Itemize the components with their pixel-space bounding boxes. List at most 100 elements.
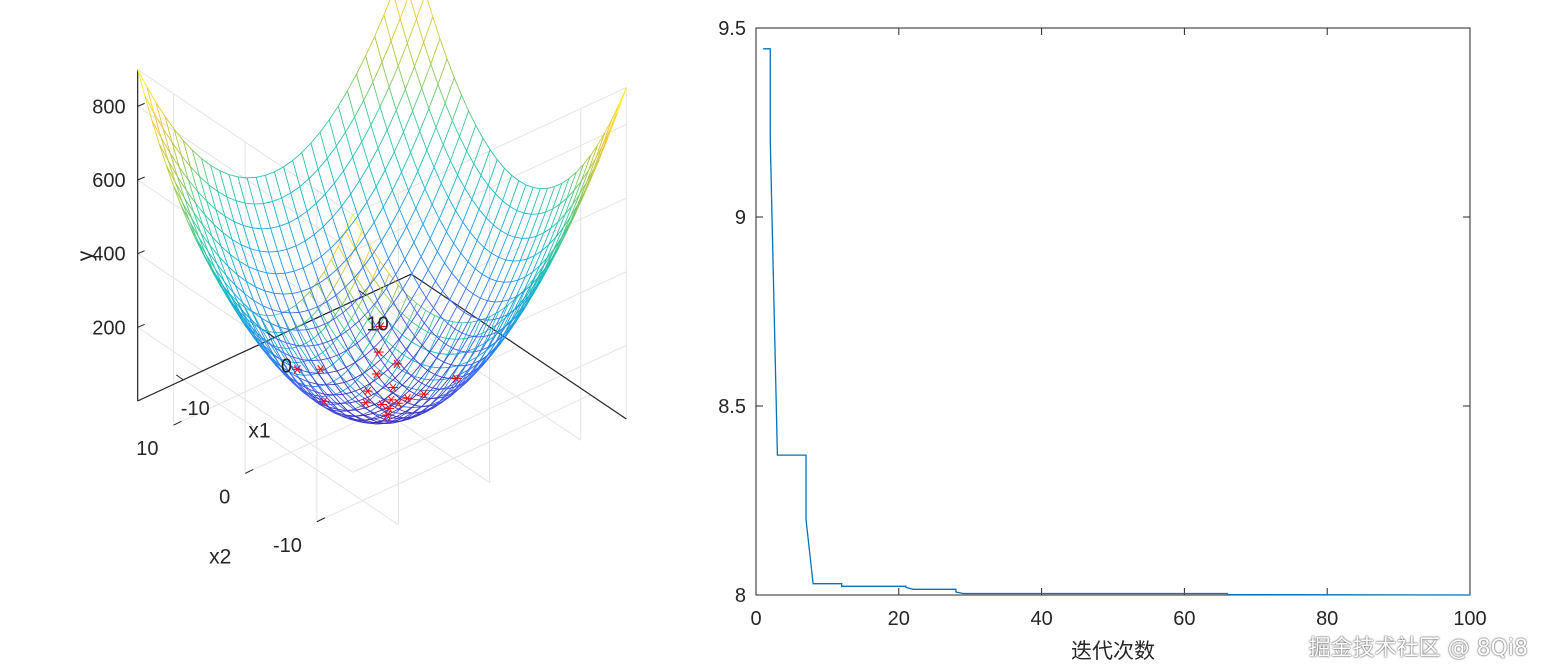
- mesh-segment: [416, 297, 427, 314]
- mesh-segment: [182, 202, 193, 219]
- mesh-segment: [458, 281, 467, 289]
- mesh-segment: [210, 269, 221, 286]
- mesh-segment: [466, 150, 475, 165]
- mesh-segment: [408, 190, 417, 209]
- mesh-segment: [508, 279, 519, 300]
- mesh-segment: [509, 180, 520, 207]
- mesh-segment: [231, 239, 240, 262]
- mesh-segment: [335, 390, 344, 395]
- mesh-segment: [214, 268, 225, 282]
- mesh-segment: [155, 102, 166, 117]
- mesh-segment: [399, 208, 408, 227]
- mesh-segment: [368, 164, 377, 187]
- mesh-segment: [319, 276, 329, 284]
- mesh-segment: [401, 418, 409, 422]
- mesh-segment: [362, 410, 371, 416]
- mesh-segment: [445, 337, 456, 340]
- x1-tick-label: -10: [181, 398, 210, 420]
- mesh-segment: [431, 331, 439, 340]
- mesh-segment: [365, 407, 374, 414]
- mesh-segment: [354, 415, 364, 417]
- mesh-segment: [347, 410, 355, 417]
- mesh-segment: [440, 299, 451, 317]
- mesh-segment: [418, 310, 427, 327]
- mesh-segment: [501, 299, 510, 303]
- mesh-segment: [211, 236, 220, 257]
- mesh-segment: [302, 359, 311, 373]
- mesh-segment: [354, 415, 363, 421]
- mesh-segment: [317, 169, 326, 195]
- mesh-segment: [414, 66, 423, 89]
- mesh-segment: [380, 349, 391, 360]
- mesh-segment: [247, 266, 257, 288]
- mesh-segment: [301, 390, 312, 399]
- mesh-segment: [409, 303, 418, 321]
- mesh-segment: [313, 337, 324, 353]
- mesh-segment: [351, 304, 360, 321]
- mesh-segment: [224, 215, 235, 222]
- mesh-segment: [437, 84, 446, 104]
- mesh-segment: [346, 259, 355, 279]
- mesh-segment: [213, 224, 224, 234]
- mesh-segment: [363, 413, 373, 416]
- mesh-segment: [233, 221, 244, 226]
- mesh-segment: [444, 77, 455, 104]
- mesh-segment: [290, 192, 299, 218]
- mesh-segment: [367, 392, 377, 398]
- mesh-segment: [495, 193, 503, 202]
- mesh-segment: [516, 184, 527, 211]
- mesh-segment: [609, 112, 618, 130]
- mesh-segment: [394, 377, 403, 386]
- mesh-segment: [409, 380, 419, 391]
- mesh-segment: [434, 361, 445, 375]
- mesh-segment: [373, 206, 384, 223]
- mesh-segment: [457, 150, 468, 176]
- mesh-segment: [535, 276, 544, 288]
- mesh-segment: [584, 176, 593, 192]
- mesh-segment: [362, 254, 373, 268]
- mesh-segment: [377, 300, 385, 316]
- mesh-segment: [431, 183, 442, 205]
- mesh-segment: [546, 248, 555, 259]
- mesh-segment: [304, 385, 315, 396]
- x-tick-label: 40: [1030, 608, 1052, 630]
- mesh-segment: [205, 254, 216, 270]
- mesh-segment: [187, 221, 198, 240]
- mesh-segment: [379, 261, 390, 275]
- mesh-segment: [158, 143, 167, 166]
- mesh-segment: [444, 377, 453, 389]
- marker-stroke: [378, 400, 386, 409]
- mesh-segment: [246, 177, 255, 205]
- mesh-segment: [317, 301, 327, 308]
- mesh-segment: [333, 312, 344, 320]
- mesh-segment: [347, 362, 356, 371]
- mesh-segment: [492, 301, 503, 321]
- mesh-segment: [464, 336, 474, 340]
- mesh-segment: [474, 268, 483, 275]
- mesh-segment: [215, 209, 226, 217]
- mesh-segment: [443, 395, 451, 402]
- mesh-segment: [378, 369, 389, 378]
- mesh-segment: [250, 248, 260, 252]
- mesh-segment: [173, 128, 184, 141]
- mesh-segment: [357, 201, 368, 217]
- convergence-line-chart: 0 20 40 60 80 100 8 8.5 9 9.5 迭代次数: [718, 18, 1487, 663]
- mesh-segment: [350, 193, 359, 216]
- mesh-segment: [417, 149, 428, 172]
- mesh-segment: [571, 180, 582, 206]
- mesh-segment: [512, 238, 523, 262]
- mesh-segment: [575, 197, 584, 213]
- mesh-segment: [551, 245, 560, 259]
- mesh-segment: [394, 368, 405, 379]
- mesh-segment: [566, 172, 577, 199]
- mesh-segment: [330, 259, 341, 277]
- mesh-segment: [323, 393, 332, 403]
- mesh-segment: [436, 231, 447, 252]
- mesh-segment: [456, 306, 465, 313]
- mesh-segment: [412, 357, 421, 366]
- mesh-segment: [175, 182, 185, 199]
- marker-star: [402, 393, 413, 403]
- mesh-segment: [506, 309, 515, 316]
- mesh-segment: [315, 356, 326, 371]
- mesh-segment: [595, 144, 604, 159]
